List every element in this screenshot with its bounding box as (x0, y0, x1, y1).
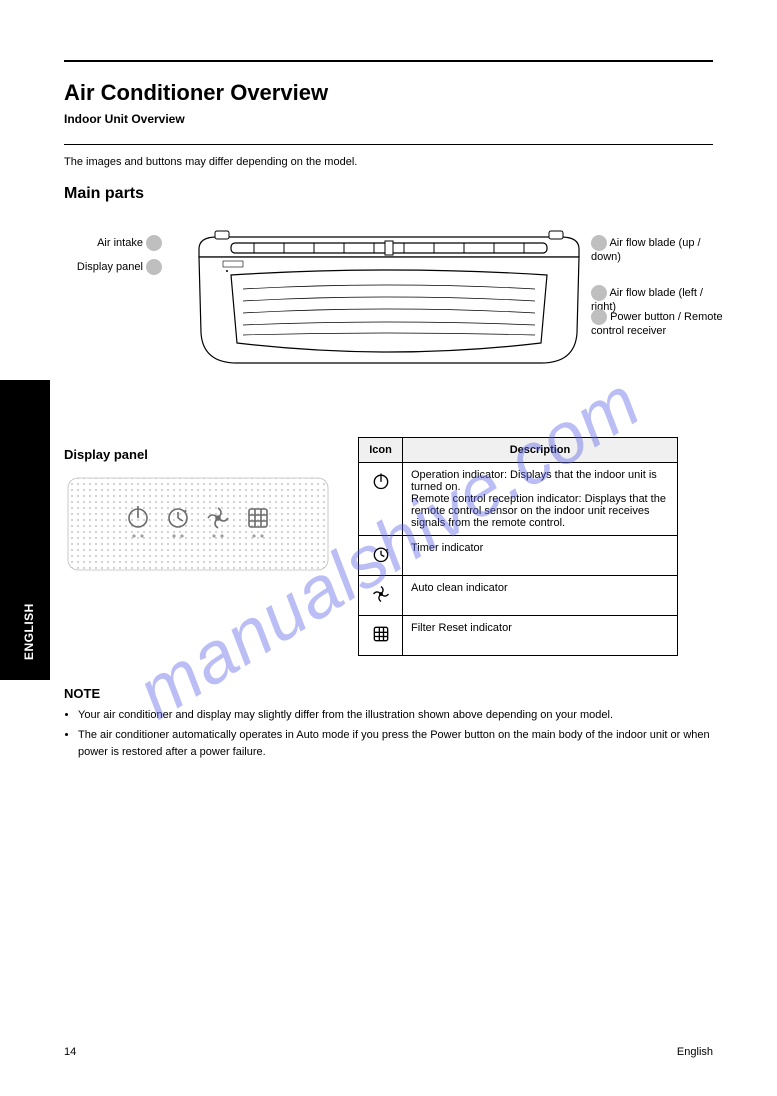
page: ENGLISH manualshive.com Air Conditioner … (0, 0, 777, 1096)
side-language-tab: ENGLISH (0, 380, 50, 680)
footer-language: English (677, 1046, 713, 1058)
callout-display-panel: Display panel (58, 259, 162, 275)
note-block: NOTE Your air conditioner and display ma… (64, 686, 713, 761)
th-desc: Description (403, 437, 678, 462)
callout-power-receiver: Power button / Remote control receiver (591, 309, 731, 337)
callout-dot-icon (591, 285, 607, 301)
table-row: Timer indicator (359, 535, 678, 575)
page-number: 14 (64, 1046, 76, 1058)
page-title: Air Conditioner Overview (64, 80, 713, 106)
note-item: The air conditioner automatically operat… (78, 727, 713, 760)
callout-dot-icon (146, 259, 162, 275)
side-language-label: ENGLISH (22, 603, 36, 660)
power-icon (359, 462, 403, 535)
grid-icon (359, 615, 403, 655)
table-header-row: Icon Description (359, 437, 678, 462)
cell-desc: Timer indicator (403, 535, 678, 575)
intro-text: The images and buttons may differ depend… (64, 155, 713, 171)
cell-desc: Auto clean indicator (403, 575, 678, 615)
callout-label: Power button / Remote control receiver (591, 311, 723, 337)
display-panel-box: Display panel (64, 437, 334, 585)
table-row: Filter Reset indicator (359, 615, 678, 655)
display-panel-title: Display panel (64, 447, 334, 462)
callout-dot-icon (591, 235, 607, 251)
table-row: Operation indicator: Displays that the i… (359, 462, 678, 535)
unit-diagram: Air intake Display panel Air flow blade … (64, 213, 713, 423)
th-icon: Icon (359, 437, 403, 462)
note-list: Your air conditioner and display may sli… (64, 707, 713, 761)
rule (64, 144, 713, 145)
note-item: Your air conditioner and display may sli… (78, 707, 713, 724)
cell-desc: Filter Reset indicator (403, 615, 678, 655)
callout-dot-icon (146, 235, 162, 251)
cell-desc: Operation indicator: Displays that the i… (403, 462, 678, 535)
callout-air-intake: Air intake (72, 235, 162, 251)
section-main-parts: Main parts (64, 185, 713, 203)
header-block: Air Conditioner Overview Indoor Unit Ove… (64, 60, 713, 203)
page-subtitle: Indoor Unit Overview (64, 112, 713, 126)
display-section: Display panel (64, 437, 713, 656)
callout-label: Air intake (97, 237, 143, 249)
fan-icon (359, 575, 403, 615)
callout-label: Display panel (77, 261, 143, 273)
unit-svg (169, 213, 609, 393)
timer-icon (359, 535, 403, 575)
display-panel-svg (64, 470, 334, 580)
callout-blade-ud: Air flow blade (up / down) (591, 235, 731, 263)
callout-dot-icon (591, 309, 607, 325)
note-title: NOTE (64, 686, 713, 701)
table-row: Auto clean indicator (359, 575, 678, 615)
icon-table: Icon Description Operation indicator: Di… (358, 437, 678, 656)
callout-label: Air flow blade (up / down) (591, 237, 701, 263)
